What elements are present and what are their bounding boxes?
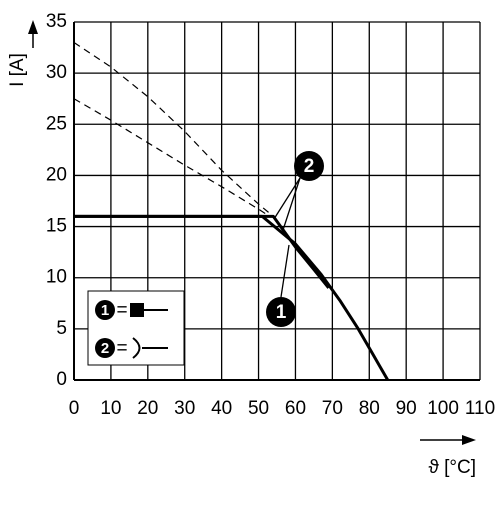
- plot-area: 0 10 20 30 40 50 60 70 80 90 100 110 0 5 10 15 20 25 30 35: [46, 11, 495, 419]
- curve: [74, 214, 330, 289]
- x-tick-label: 60: [285, 398, 306, 419]
- x-tick-label: 110: [465, 398, 495, 419]
- x-tick-label: 30: [174, 398, 195, 419]
- legend-label: 1: [101, 302, 109, 319]
- x-tick-label: 50: [248, 398, 269, 419]
- legend-equals: =: [116, 300, 127, 321]
- x-tick-label: 70: [322, 398, 343, 419]
- legend-circle: [95, 300, 115, 320]
- legend-symbol: [130, 303, 144, 317]
- callout-circle: [294, 151, 324, 181]
- callout-label: 1: [276, 302, 287, 323]
- y-tick-label: 5: [56, 318, 67, 339]
- callout-label: 2: [304, 156, 315, 177]
- annotations: 2 1 1 = 2 =: [87, 151, 324, 366]
- y-tick-label: 25: [46, 113, 67, 134]
- y-tick-label: 15: [46, 216, 67, 237]
- callout-leader: [280, 244, 290, 298]
- x-tick-label: 90: [396, 398, 417, 419]
- callout-leader: [282, 177, 301, 231]
- x-tick-label: 100: [427, 398, 459, 419]
- x-arrow-head: [462, 435, 476, 445]
- y-tick-label: 10: [46, 267, 67, 288]
- legend-symbol: [132, 337, 141, 359]
- dashed-line: [73, 41, 274, 217]
- y-arrow-head: [28, 20, 38, 34]
- y-tick-label: 0: [56, 369, 67, 390]
- x-tick-label: 0: [69, 398, 80, 419]
- x-tick-label: 20: [137, 398, 158, 419]
- y-tick-label: 30: [46, 62, 67, 83]
- y-axis-label: I [A]: [7, 53, 28, 87]
- legend-circle: [95, 338, 115, 358]
- y-tick-label: 35: [46, 11, 67, 32]
- x-axis-label: ϑ [°C]: [428, 457, 476, 478]
- y-tick-label: 20: [46, 164, 67, 185]
- x-tick-label: 10: [100, 398, 121, 419]
- curve: [74, 214, 390, 381]
- dashed-line: [73, 98, 270, 217]
- callout-circle: [266, 297, 296, 327]
- legend-equals: =: [116, 338, 127, 359]
- x-tick-label: 80: [359, 398, 380, 419]
- legend-label: 2: [101, 340, 109, 357]
- x-tick-label: 40: [211, 398, 232, 419]
- callout-leader: [273, 177, 301, 220]
